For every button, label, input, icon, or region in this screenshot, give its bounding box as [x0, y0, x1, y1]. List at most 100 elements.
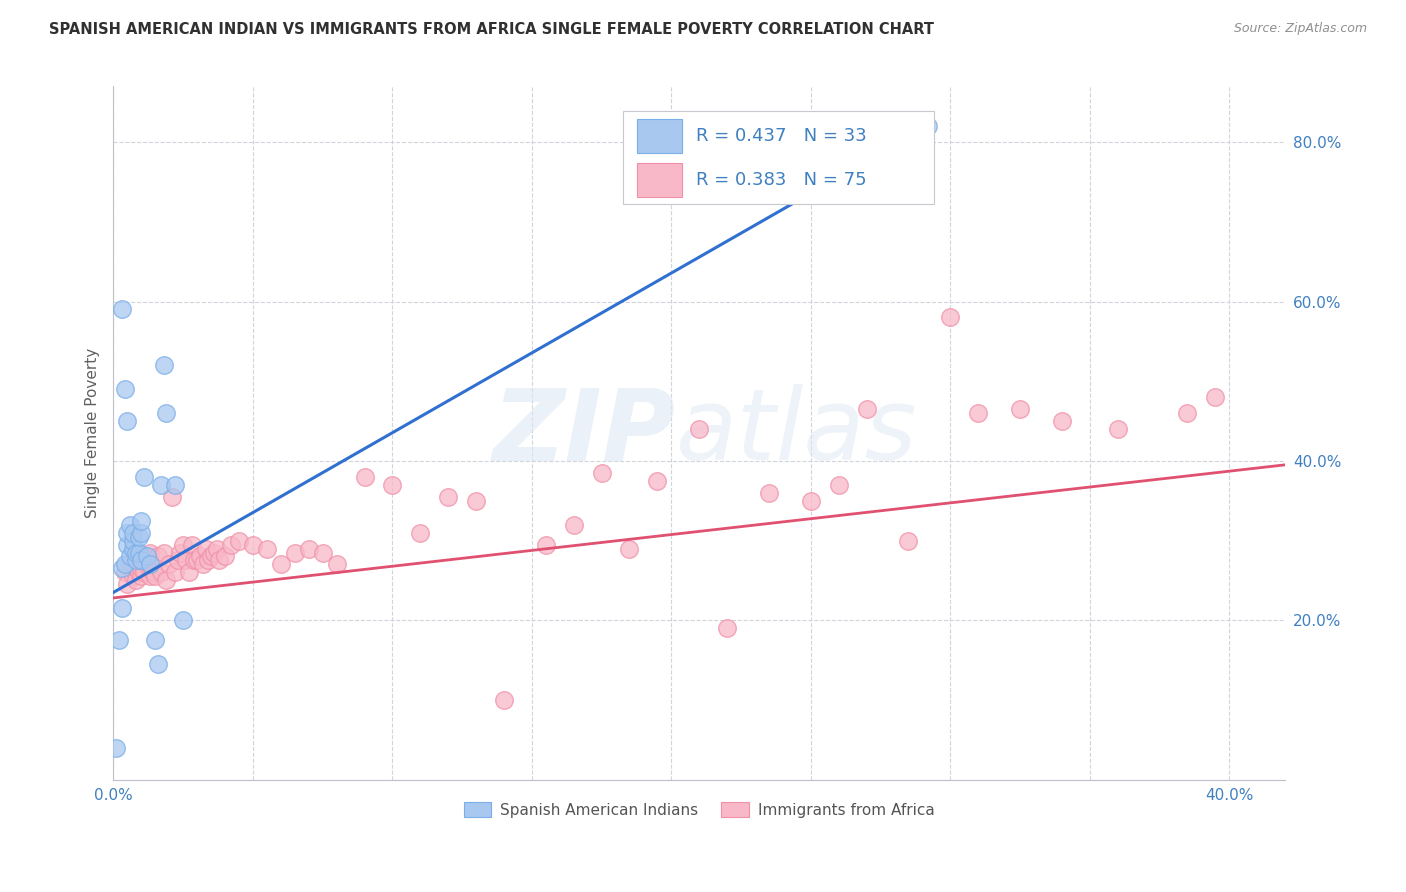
Point: [214, 549, 236, 564]
Point: [114, 566, 136, 580]
Text: R = 0.437   N = 33: R = 0.437 N = 33: [696, 127, 866, 145]
Point: [117, 414, 139, 428]
Point: [492, 693, 515, 707]
Point: [155, 574, 177, 588]
Point: [139, 558, 162, 572]
Point: [152, 545, 174, 559]
Point: [125, 545, 148, 559]
Point: [141, 566, 163, 580]
Point: [202, 545, 225, 559]
Point: [105, 740, 128, 755]
Point: [897, 533, 920, 548]
Point: [800, 493, 823, 508]
Point: [108, 633, 131, 648]
Point: [128, 545, 150, 559]
Point: [353, 470, 375, 484]
Point: [128, 530, 150, 544]
Point: [228, 533, 250, 548]
Point: [122, 569, 145, 583]
Point: [716, 621, 738, 635]
Point: [111, 601, 134, 615]
Point: [111, 561, 134, 575]
Point: [298, 541, 321, 556]
Point: [256, 541, 278, 556]
Point: [117, 525, 139, 540]
Point: [122, 533, 145, 548]
Point: [183, 553, 205, 567]
Point: [120, 517, 142, 532]
Point: [143, 633, 166, 648]
Point: [125, 574, 148, 588]
Point: [160, 490, 183, 504]
Point: [122, 541, 145, 556]
Point: [134, 566, 156, 580]
Point: [128, 566, 150, 580]
Point: [967, 406, 990, 420]
Point: [242, 537, 264, 551]
Point: [117, 537, 139, 551]
Point: [312, 545, 335, 559]
Point: [155, 406, 177, 420]
Point: [1175, 406, 1198, 420]
Point: [134, 470, 156, 484]
Point: [191, 558, 214, 572]
Text: SPANISH AMERICAN INDIAN VS IMMIGRANTS FROM AFRICA SINGLE FEMALE POVERTY CORRELAT: SPANISH AMERICAN INDIAN VS IMMIGRANTS FR…: [49, 22, 934, 37]
Point: [200, 549, 222, 564]
Point: [409, 525, 432, 540]
Point: [688, 422, 710, 436]
Text: Source: ZipAtlas.com: Source: ZipAtlas.com: [1233, 22, 1367, 36]
Point: [149, 566, 172, 580]
Point: [125, 561, 148, 575]
Point: [172, 537, 194, 551]
Point: [146, 549, 169, 564]
Point: [128, 545, 150, 559]
Point: [157, 558, 180, 572]
Point: [855, 402, 877, 417]
Text: R = 0.383   N = 75: R = 0.383 N = 75: [696, 171, 866, 189]
Point: [828, 477, 851, 491]
Point: [208, 553, 231, 567]
Point: [149, 477, 172, 491]
Point: [111, 302, 134, 317]
Point: [117, 577, 139, 591]
Point: [465, 493, 488, 508]
Point: [174, 553, 197, 567]
Text: ZIP: ZIP: [492, 384, 676, 482]
Point: [1050, 414, 1073, 428]
Y-axis label: Single Female Poverty: Single Female Poverty: [86, 348, 100, 518]
Point: [284, 545, 307, 559]
Point: [122, 525, 145, 540]
Point: [114, 558, 136, 572]
FancyBboxPatch shape: [637, 120, 682, 153]
Point: [163, 566, 186, 580]
Point: [325, 558, 347, 572]
Point: [591, 466, 613, 480]
Point: [136, 558, 159, 572]
FancyBboxPatch shape: [637, 163, 682, 197]
Point: [120, 549, 142, 564]
Point: [120, 558, 142, 572]
Point: [381, 477, 404, 491]
Point: [177, 566, 200, 580]
Point: [131, 561, 153, 575]
Point: [143, 569, 166, 583]
Point: [619, 541, 641, 556]
Point: [647, 474, 669, 488]
Point: [437, 490, 460, 504]
FancyBboxPatch shape: [623, 111, 934, 204]
Point: [562, 517, 585, 532]
Point: [163, 477, 186, 491]
Point: [197, 553, 219, 567]
Point: [169, 545, 191, 559]
Point: [219, 537, 242, 551]
Point: [131, 553, 153, 567]
Point: [125, 553, 148, 567]
Point: [194, 541, 217, 556]
Point: [131, 569, 153, 583]
Point: [205, 541, 228, 556]
Point: [131, 525, 153, 540]
Point: [172, 613, 194, 627]
Text: atlas: atlas: [676, 384, 918, 482]
Point: [917, 119, 939, 133]
Point: [534, 537, 557, 551]
